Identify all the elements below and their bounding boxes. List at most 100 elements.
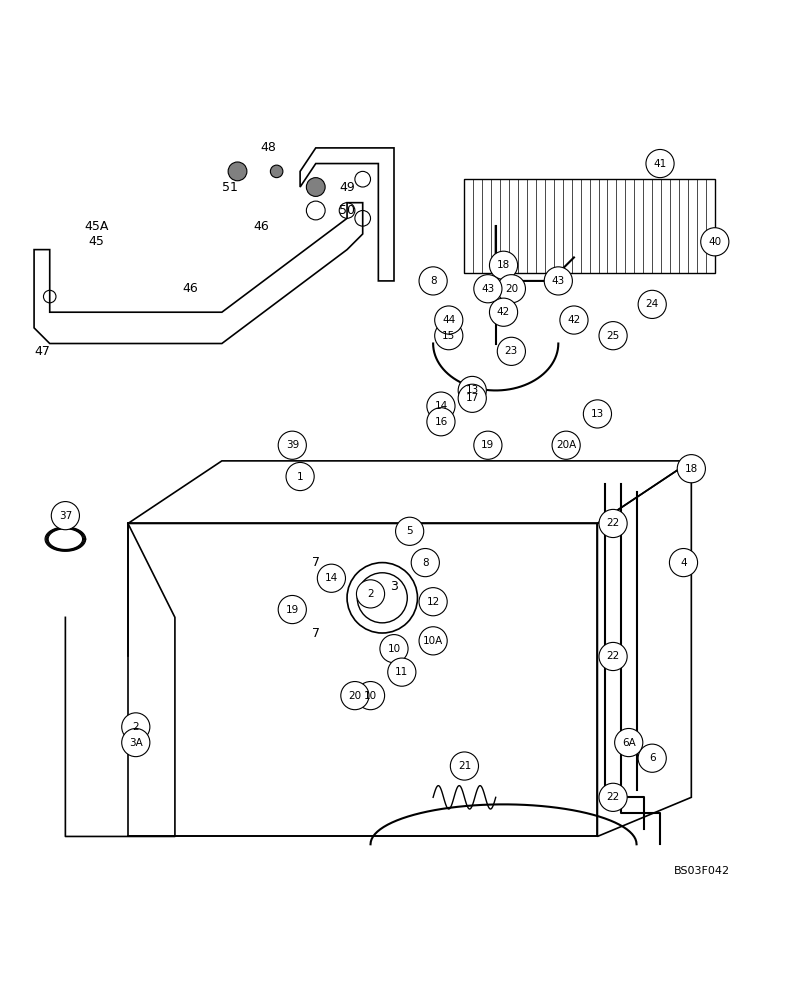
Text: 43: 43 [481,284,495,294]
Text: 8: 8 [422,558,429,568]
Text: 20A: 20A [556,440,576,450]
Text: BS03F042: BS03F042 [675,866,730,876]
Text: 18: 18 [497,260,510,270]
Text: 46: 46 [253,220,269,233]
Circle shape [278,431,307,459]
Text: 19: 19 [481,440,495,450]
Text: 5: 5 [407,526,413,536]
Text: 42: 42 [567,315,581,325]
Circle shape [458,376,486,405]
Text: 21: 21 [458,761,471,771]
Circle shape [228,162,247,181]
Text: 1: 1 [297,472,303,482]
Circle shape [677,455,705,483]
Circle shape [388,658,416,686]
Circle shape [583,400,611,428]
Text: 37: 37 [59,511,72,521]
Text: 48: 48 [261,141,277,154]
Circle shape [307,178,325,196]
Circle shape [545,267,572,295]
Circle shape [646,149,674,178]
Circle shape [396,517,424,545]
Text: 10A: 10A [423,636,443,646]
Circle shape [497,275,526,303]
Text: 7: 7 [312,627,320,640]
Text: 6: 6 [649,753,656,763]
Text: 14: 14 [325,573,338,583]
Text: 10: 10 [388,644,400,654]
Circle shape [121,728,150,757]
Circle shape [411,549,440,577]
Text: 50: 50 [339,204,355,217]
Circle shape [270,165,283,178]
Circle shape [278,595,307,624]
Text: 2: 2 [367,589,374,599]
Text: 42: 42 [497,307,510,317]
Circle shape [670,549,697,577]
Text: 22: 22 [607,651,619,661]
Circle shape [419,627,448,655]
Circle shape [380,635,408,663]
Bar [128,523,597,836]
Text: 13: 13 [591,409,604,419]
Text: 11: 11 [396,667,408,677]
Text: 15: 15 [442,331,455,341]
Text: 14: 14 [434,401,448,411]
Text: 20: 20 [348,691,362,701]
Text: 24: 24 [645,299,659,309]
Circle shape [552,431,580,459]
Circle shape [419,267,448,295]
Text: 46: 46 [183,282,199,295]
Text: 18: 18 [685,464,698,474]
Text: 22: 22 [607,792,619,802]
Text: 7: 7 [312,556,320,569]
Circle shape [450,752,478,780]
Text: 39: 39 [286,440,299,450]
Circle shape [286,462,314,491]
Text: 16: 16 [434,417,448,427]
Circle shape [121,713,150,741]
Circle shape [356,682,385,710]
Circle shape [560,306,588,334]
Circle shape [638,744,667,772]
Circle shape [615,728,643,757]
Text: 49: 49 [339,181,355,194]
Text: 45A: 45A [84,220,109,233]
Text: 12: 12 [426,597,440,607]
Circle shape [489,251,518,279]
Text: 22: 22 [607,518,619,528]
Circle shape [356,580,385,608]
Text: 2: 2 [132,722,139,732]
Circle shape [474,275,502,303]
Text: 40: 40 [708,237,721,247]
Text: 20: 20 [505,284,518,294]
Circle shape [427,392,455,420]
Text: 45: 45 [89,235,105,248]
Text: 8: 8 [429,276,437,286]
Circle shape [435,322,463,350]
Text: 41: 41 [653,159,667,169]
Text: 4: 4 [680,558,687,568]
Circle shape [427,408,455,436]
Text: 6A: 6A [622,738,636,748]
Text: 51: 51 [221,181,238,194]
Circle shape [599,322,627,350]
Circle shape [638,290,667,318]
Text: 17: 17 [466,393,479,403]
Text: 25: 25 [607,331,619,341]
Circle shape [701,228,729,256]
Bar [464,179,715,273]
Circle shape [458,384,486,412]
Circle shape [51,502,80,530]
Circle shape [318,564,345,592]
Circle shape [599,642,627,671]
Text: 23: 23 [505,346,518,356]
Circle shape [435,306,463,334]
Circle shape [497,337,526,365]
Circle shape [340,682,369,710]
Text: 10: 10 [364,691,377,701]
Circle shape [489,298,518,326]
Circle shape [599,783,627,811]
Text: 3: 3 [390,580,398,593]
Text: 43: 43 [552,276,565,286]
